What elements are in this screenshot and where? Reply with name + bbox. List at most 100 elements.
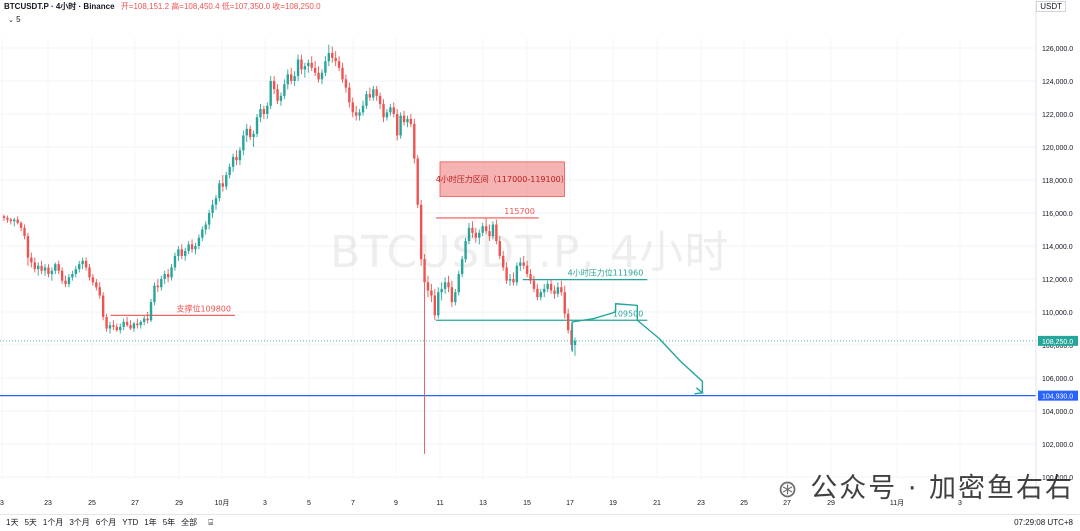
y-tick-label: 118,000.0 — [1042, 178, 1073, 185]
candle-body — [546, 283, 549, 289]
candle-body — [57, 264, 60, 271]
candle-body — [283, 84, 286, 96]
candle-body — [13, 219, 16, 222]
candle-body — [361, 105, 365, 113]
candle-body — [290, 74, 293, 81]
x-tick-label: 19 — [609, 500, 617, 507]
x-tick-label: 7 — [351, 500, 355, 507]
currency-selector[interactable]: USDT — [1036, 1, 1066, 12]
candle-body — [543, 288, 546, 293]
projection-path[interactable] — [571, 303, 704, 393]
candle-body — [484, 226, 488, 232]
candle-body — [341, 67, 344, 80]
candle-body — [146, 318, 149, 321]
range-button[interactable]: 6个月 — [95, 518, 117, 527]
y-tick-label: 110,000.0 — [1042, 310, 1073, 317]
candle-body — [50, 270, 54, 275]
candle-body — [454, 292, 457, 303]
range-button[interactable]: 1年 — [144, 518, 157, 527]
resistance-zone[interactable] — [439, 161, 565, 197]
candle-body — [101, 295, 105, 317]
candle-body — [74, 269, 78, 275]
candle-body — [218, 183, 221, 199]
y-tick-label: 126,000.0 — [1042, 46, 1073, 53]
date-range-icon[interactable]: ⌸ — [208, 518, 214, 527]
candle-body — [324, 61, 327, 73]
candle-body — [204, 224, 207, 230]
currency-label: USDT — [1040, 2, 1062, 11]
range-button[interactable]: YTD — [122, 518, 139, 527]
candle-body — [556, 287, 560, 294]
candle-body — [358, 112, 361, 116]
y-tick-label: 100,000.0 — [1042, 475, 1073, 482]
candle-body — [450, 287, 454, 303]
candle-body — [163, 274, 166, 279]
candle-body — [560, 287, 563, 293]
grid — [0, 38, 1036, 479]
range-button[interactable]: 全部 — [181, 518, 198, 527]
legend-sub: ⌄ 5 — [8, 15, 21, 24]
legend-sub-value: 5 — [16, 15, 21, 24]
candle-body — [108, 325, 112, 329]
range-buttons: 1天 5天 1个月 3个月 6个月 YTD 1年 5年 全部 — [0, 515, 203, 531]
candle-body — [166, 274, 170, 278]
x-tick-label: 29 — [827, 500, 835, 507]
candle-body — [9, 219, 13, 222]
candle-body — [54, 264, 57, 271]
range-button[interactable]: 1个月 — [42, 518, 64, 527]
candle-body — [207, 213, 211, 225]
y-tick-label: 106,000.0 — [1042, 376, 1073, 383]
range-button[interactable]: 5天 — [24, 518, 37, 527]
x-tick-label: 27 — [783, 500, 791, 507]
x-tick-label: 23 — [44, 500, 52, 507]
candle-body — [460, 259, 464, 275]
candle-body — [221, 183, 225, 187]
range-button[interactable]: 5年 — [162, 518, 176, 527]
candle-body — [464, 241, 467, 260]
x-tick-label: 11 — [436, 500, 443, 507]
legend-high: 高=108,450.4 — [171, 2, 220, 11]
candle-body — [419, 204, 423, 260]
candle-body — [105, 316, 108, 329]
candle-body — [36, 265, 40, 270]
candle-body — [26, 236, 30, 258]
candle-body — [214, 198, 218, 205]
x-tick-label: 25 — [88, 500, 96, 507]
candle-body — [409, 118, 413, 124]
candle-body — [515, 265, 519, 283]
candle-body — [553, 290, 556, 294]
symbol-watermark: BTCUSDT.P, 4小时 — [330, 227, 730, 278]
candle-body — [573, 340, 577, 345]
candle-body — [23, 227, 26, 237]
legend-symbol[interactable]: BTCUSDT.P · 4小时 · Binance — [4, 2, 115, 11]
candle-body — [177, 249, 180, 256]
candle-body — [142, 318, 146, 322]
y-tick-label: 124,000.0 — [1042, 79, 1073, 86]
candle-body — [231, 156, 235, 167]
candle-body — [337, 61, 341, 68]
candle-body — [491, 224, 495, 237]
projection-arrowhead — [694, 387, 705, 395]
candle-body — [498, 241, 501, 256]
chevron-down-icon[interactable]: ⌄ — [8, 17, 14, 24]
candle-body — [156, 285, 160, 288]
candle-body — [88, 267, 91, 278]
candle-body — [320, 72, 324, 80]
candle-body — [184, 250, 187, 256]
candle-body — [272, 81, 276, 90]
range-button[interactable]: 1天 — [6, 518, 19, 527]
candle-body — [262, 109, 266, 114]
candle-body — [416, 158, 419, 205]
candle-body — [566, 313, 570, 331]
x-tick-label: 29 — [175, 500, 183, 507]
support-price-label: 104,930.0 — [1042, 394, 1073, 401]
candle-body — [60, 270, 64, 281]
last-price-label: 108,250.0 — [1042, 339, 1073, 346]
candle-body — [190, 244, 194, 250]
range-button[interactable]: 3个月 — [69, 518, 90, 527]
candle-body — [372, 89, 375, 98]
x-tick-label: 5 — [307, 500, 311, 507]
candle-body — [385, 112, 389, 118]
candle-body — [512, 279, 515, 283]
